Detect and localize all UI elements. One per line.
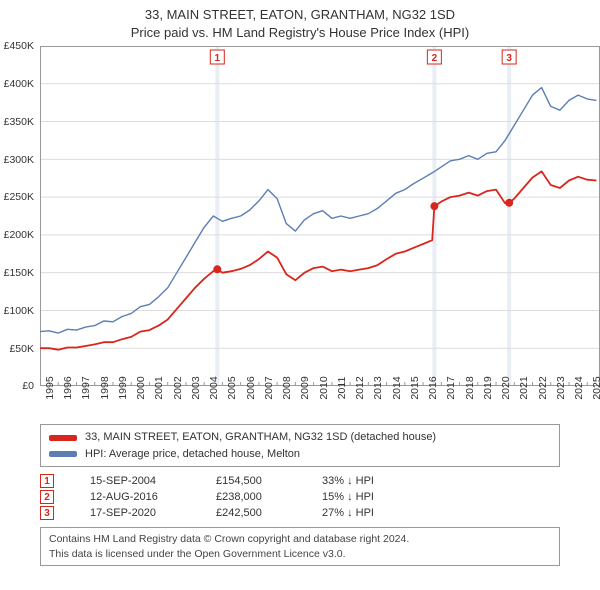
sale-marker-icon: 3 [40, 506, 54, 520]
sale-vs-hpi: 27% ↓ HPI [322, 507, 374, 519]
x-axis: 1995199619971998199920002001200220032004… [40, 386, 600, 418]
attribution-line: Contains HM Land Registry data © Crown c… [49, 532, 551, 546]
x-tick-label: 2023 [555, 377, 567, 400]
y-tick-label: £250K [4, 191, 34, 203]
x-tick-label: 2009 [299, 377, 311, 400]
legend-row: 33, MAIN STREET, EATON, GRANTHAM, NG32 1… [49, 429, 551, 446]
x-tick-label: 2004 [208, 377, 220, 400]
sale-row: 3 17-SEP-2020 £242,500 27% ↓ HPI [40, 505, 560, 521]
x-tick-label: 2019 [482, 377, 494, 400]
sale-price: £154,500 [216, 475, 286, 487]
legend-row: HPI: Average price, detached house, Melt… [49, 446, 551, 463]
y-tick-label: £450K [4, 40, 34, 52]
svg-text:2: 2 [432, 53, 438, 64]
x-tick-label: 2014 [391, 377, 403, 400]
sale-price: £238,000 [216, 491, 286, 503]
sale-price: £242,500 [216, 507, 286, 519]
sale-marker-icon: 1 [40, 474, 54, 488]
attribution-line: This data is licensed under the Open Gov… [49, 547, 551, 561]
x-tick-label: 2005 [226, 377, 238, 400]
x-tick-label: 2007 [263, 377, 275, 400]
x-tick-label: 2018 [464, 377, 476, 400]
legend-swatch [49, 451, 77, 457]
x-tick-label: 2000 [135, 377, 147, 400]
sale-row: 2 12-AUG-2016 £238,000 15% ↓ HPI [40, 489, 560, 505]
chart-svg: 1 2 3 [40, 46, 600, 386]
sale-date: 12-AUG-2016 [90, 491, 180, 503]
x-tick-label: 2016 [427, 377, 439, 400]
x-tick-label: 2021 [518, 377, 530, 400]
y-tick-label: £150K [4, 267, 34, 279]
x-tick-label: 1996 [62, 377, 74, 400]
y-tick-label: £0 [22, 380, 34, 392]
sales-table: 1 15-SEP-2004 £154,500 33% ↓ HPI 2 12-AUG-201… [40, 473, 560, 521]
x-tick-label: 2013 [372, 377, 384, 400]
x-tick-label: 2024 [573, 377, 585, 400]
y-tick-label: £50K [9, 343, 34, 355]
x-tick-label: 2025 [591, 377, 600, 400]
svg-text:1: 1 [215, 53, 221, 64]
x-tick-label: 1995 [44, 377, 56, 400]
y-tick-label: £300K [4, 154, 34, 166]
legend-swatch [49, 435, 77, 441]
x-tick-label: 2003 [190, 377, 202, 400]
svg-text:3: 3 [506, 53, 512, 64]
chart-title: 33, MAIN STREET, EATON, GRANTHAM, NG32 1… [0, 6, 600, 24]
x-tick-label: 2001 [153, 377, 165, 400]
x-tick-label: 1997 [80, 377, 92, 400]
x-tick-label: 2017 [445, 377, 457, 400]
x-tick-label: 2020 [500, 377, 512, 400]
y-axis: £0£50K£100K£150K£200K£250K£300K£350K£400… [0, 46, 36, 386]
plot-area: £0£50K£100K£150K£200K£250K£300K£350K£400… [40, 46, 600, 386]
sale-vs-hpi: 33% ↓ HPI [322, 475, 374, 487]
chart-subtitle: Price paid vs. HM Land Registry's House … [0, 24, 600, 42]
sale-row: 1 15-SEP-2004 £154,500 33% ↓ HPI [40, 473, 560, 489]
chart-container: 33, MAIN STREET, EATON, GRANTHAM, NG32 1… [0, 0, 600, 590]
x-tick-label: 2006 [245, 377, 257, 400]
sale-vs-hpi: 15% ↓ HPI [322, 491, 374, 503]
x-tick-label: 1998 [99, 377, 111, 400]
attribution-box: Contains HM Land Registry data © Crown c… [40, 527, 560, 565]
x-tick-label: 2011 [336, 377, 348, 400]
x-tick-label: 1999 [117, 377, 129, 400]
x-tick-label: 2008 [281, 377, 293, 400]
sale-date: 15-SEP-2004 [90, 475, 180, 487]
legend-label: 33, MAIN STREET, EATON, GRANTHAM, NG32 1… [85, 429, 436, 446]
y-tick-label: £350K [4, 116, 34, 128]
sale-date: 17-SEP-2020 [90, 507, 180, 519]
sale-marker-icon: 2 [40, 490, 54, 504]
legend-box: 33, MAIN STREET, EATON, GRANTHAM, NG32 1… [40, 424, 560, 467]
y-tick-label: £200K [4, 229, 34, 241]
y-tick-label: £400K [4, 78, 34, 90]
x-tick-label: 2015 [409, 377, 421, 400]
x-tick-label: 2022 [537, 377, 549, 400]
x-tick-label: 2010 [318, 377, 330, 400]
y-tick-label: £100K [4, 305, 34, 317]
legend-label: HPI: Average price, detached house, Melt… [85, 446, 300, 463]
x-tick-label: 2002 [172, 377, 184, 400]
x-tick-label: 2012 [354, 377, 366, 400]
